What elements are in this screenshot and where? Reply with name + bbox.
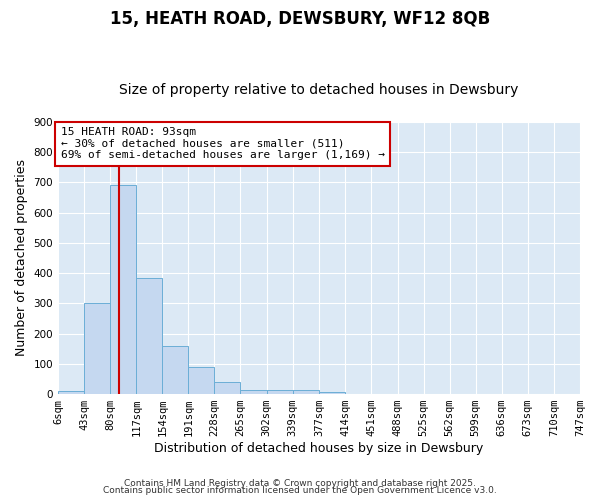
Bar	[241, 390, 266, 394]
Bar	[84, 304, 110, 394]
Y-axis label: Number of detached properties: Number of detached properties	[15, 160, 28, 356]
Text: Contains HM Land Registry data © Crown copyright and database right 2025.: Contains HM Land Registry data © Crown c…	[124, 478, 476, 488]
Bar	[319, 392, 346, 394]
Text: Contains public sector information licensed under the Open Government Licence v3: Contains public sector information licen…	[103, 486, 497, 495]
Text: 15, HEATH ROAD, DEWSBURY, WF12 8QB: 15, HEATH ROAD, DEWSBURY, WF12 8QB	[110, 10, 490, 28]
Bar	[266, 390, 293, 394]
Bar	[293, 390, 319, 394]
Bar	[188, 368, 214, 394]
Bar	[136, 278, 162, 394]
Bar	[214, 382, 241, 394]
Text: 15 HEATH ROAD: 93sqm
← 30% of detached houses are smaller (511)
69% of semi-deta: 15 HEATH ROAD: 93sqm ← 30% of detached h…	[61, 127, 385, 160]
Bar	[58, 391, 84, 394]
Bar	[162, 346, 188, 394]
X-axis label: Distribution of detached houses by size in Dewsbury: Distribution of detached houses by size …	[154, 442, 484, 455]
Bar	[110, 186, 136, 394]
Title: Size of property relative to detached houses in Dewsbury: Size of property relative to detached ho…	[119, 83, 519, 97]
